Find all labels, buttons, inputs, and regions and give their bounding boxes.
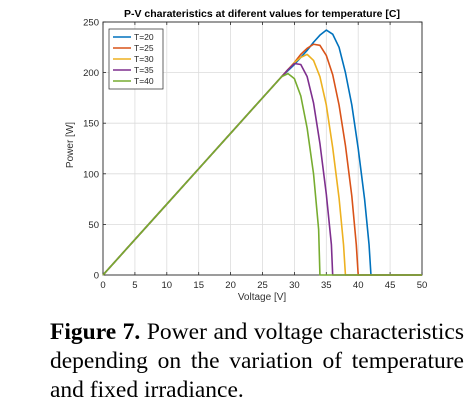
x-axis-label: Voltage [V] <box>238 292 287 303</box>
x-tick-label: 35 <box>321 280 332 291</box>
caption-text: Power and voltage characteristics depend… <box>50 319 465 403</box>
x-tick-label: 25 <box>257 280 268 291</box>
x-tick-label: 30 <box>289 280 300 291</box>
y-tick-label: 200 <box>83 68 99 79</box>
y-tick-label: 250 <box>83 18 99 29</box>
x-tick-label: 10 <box>162 280 173 291</box>
series-line-t-40 <box>102 72 422 276</box>
legend-label: T=25 <box>134 43 154 53</box>
y-tick-label: 150 <box>83 119 99 130</box>
chart-area: P-V charateristics at diferent values fo… <box>65 8 427 303</box>
axes: 0 5 10 15 20 25 30 35 40 45 50 0 50 100 150 200 250 <box>83 18 427 292</box>
legend-label: T=40 <box>134 76 154 86</box>
y-tick-label: 50 <box>88 220 99 231</box>
x-tick-label: 50 <box>417 280 428 291</box>
x-tick-label: 5 <box>132 280 137 291</box>
x-tick-label: 20 <box>225 280 236 291</box>
figure-label: Figure 7. <box>50 319 141 345</box>
y-axis-label: Power [W] <box>65 122 76 168</box>
x-tick-label: 15 <box>193 280 204 291</box>
figure-caption: Figure 7. Power and voltage characterist… <box>50 318 464 405</box>
y-tick-label: 100 <box>83 169 99 180</box>
legend-label: T=30 <box>134 54 154 64</box>
legend-label: T=20 <box>134 32 154 42</box>
x-tick-label: 0 <box>100 280 105 291</box>
series-lines <box>102 29 422 276</box>
x-tick-label: 40 <box>353 280 364 291</box>
legend-label: T=35 <box>134 65 154 75</box>
x-tick-label: 45 <box>385 280 396 291</box>
legend: T=20T=25T=30T=35T=40 <box>108 28 164 90</box>
y-tick-label: 0 <box>94 271 99 282</box>
pv-chart: P-V charateristics at diferent values fo… <box>65 8 427 303</box>
chart-title: P-V charateristics at diferent values fo… <box>124 8 400 20</box>
